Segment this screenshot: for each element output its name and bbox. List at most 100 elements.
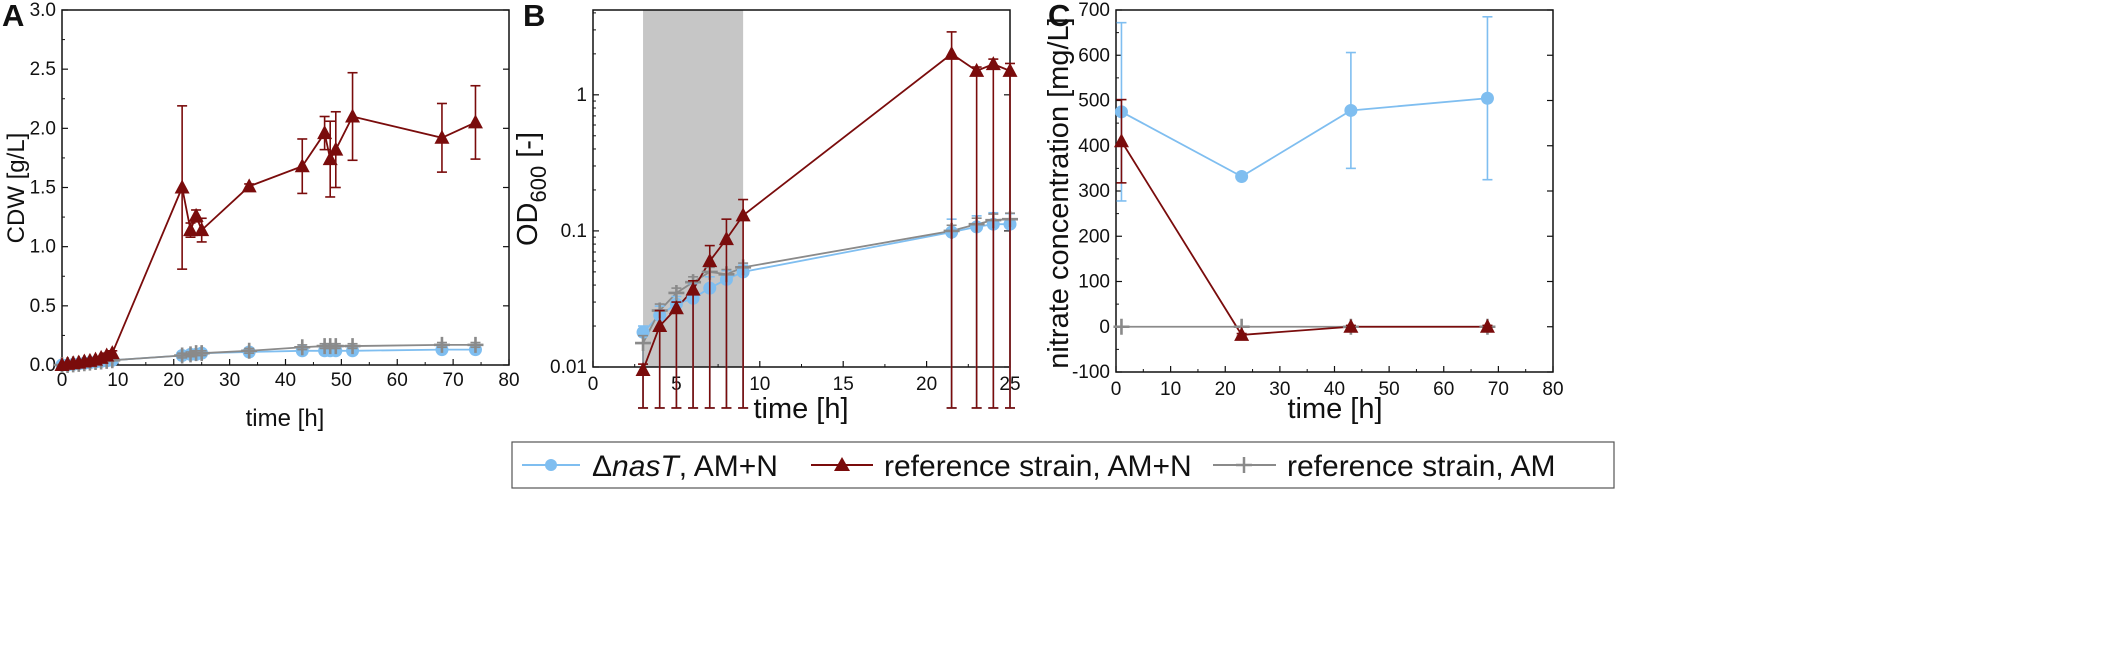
x-tick-label-c: 60 xyxy=(1433,379,1454,400)
data-point-triangle xyxy=(735,207,751,222)
data-point-plus xyxy=(668,284,685,301)
y-tick-label-c: -100 xyxy=(1072,362,1110,383)
panel-b: B 05101520250.010.11 time [h] OD600 [-] xyxy=(512,0,1021,425)
data-point-triangle xyxy=(322,151,338,166)
data-point-triangle xyxy=(294,158,310,173)
data-point-plus xyxy=(241,342,258,359)
y-axis-label-b-sub: 600 xyxy=(526,166,551,203)
data-point-triangle xyxy=(194,222,210,237)
x-tick-label-c: 70 xyxy=(1488,379,1509,400)
data-point-triangle xyxy=(1113,133,1129,148)
panel-label-c: C xyxy=(1048,0,1070,33)
data-point-plus xyxy=(294,339,311,356)
data-point-circle xyxy=(1235,170,1249,184)
data-point-plus xyxy=(327,338,344,355)
data-point-triangle xyxy=(183,222,199,237)
x-tick-label-c: 0 xyxy=(1111,379,1122,400)
data-point-plus xyxy=(635,335,652,352)
y-tick-label-a: 2.0 xyxy=(30,118,56,139)
series-line-dnast xyxy=(1121,97,1488,178)
data-point-triangle xyxy=(652,318,668,333)
y-tick-label-a: 2.5 xyxy=(30,59,56,80)
data-point-triangle xyxy=(174,179,190,194)
data-point-triangle xyxy=(985,56,1001,71)
x-tick-label-a: 0 xyxy=(57,370,68,391)
x-tick-label-b: 20 xyxy=(916,374,937,395)
y-tick-label-c: 500 xyxy=(1078,91,1110,112)
x-tick-label-c: 50 xyxy=(1379,379,1400,400)
y-axis-label-b: OD600 [-] xyxy=(512,132,551,246)
legend-label-ref-am: reference strain, AM xyxy=(1287,450,1555,483)
y-tick-label-c: 0 xyxy=(1099,317,1110,338)
series-line-refn xyxy=(1120,140,1488,336)
y-tick-label-a: 1.0 xyxy=(30,237,56,258)
legend-box xyxy=(511,441,1615,489)
data-point-triangle xyxy=(1234,326,1250,341)
y-tick-label-b: 0.1 xyxy=(561,221,587,242)
data-point-plus xyxy=(467,336,484,353)
panel-label-a: A xyxy=(2,0,24,33)
data-point-triangle xyxy=(1479,318,1495,333)
data-point-triangle xyxy=(104,345,120,360)
y-axis-label-a: CDW [g/L] xyxy=(3,133,30,244)
legend: ΔnasT, AM+N reference strain, AM+N refer… xyxy=(511,441,1615,489)
data-point-plus xyxy=(344,338,361,355)
x-tick-label-c: 40 xyxy=(1324,379,1345,400)
y-tick-label-c: 100 xyxy=(1078,272,1110,293)
panel-label-b: B xyxy=(523,0,545,33)
legend-marker-triangle xyxy=(834,457,850,471)
y-tick-label-a: 0.5 xyxy=(30,296,56,317)
legend-entry-ref-amn: reference strain, AM+N xyxy=(811,450,1192,483)
legend-marker-circle xyxy=(545,459,557,471)
data-point-triangle xyxy=(345,108,361,123)
y-tick-label-c: 600 xyxy=(1078,45,1110,66)
x-tick-label-c: 80 xyxy=(1542,379,1563,400)
y-tick-label-a: 1.5 xyxy=(30,178,56,199)
data-point-triangle xyxy=(1002,62,1018,77)
data-point-triangle xyxy=(635,362,651,377)
data-point-plus xyxy=(433,336,450,353)
data-point-plus xyxy=(1113,318,1130,335)
x-tick-label-c: 20 xyxy=(1215,379,1236,400)
x-axis-label-c: time [h] xyxy=(1287,393,1382,425)
y-tick-label-c: 700 xyxy=(1078,0,1110,21)
legend-entry-dnast: ΔnasT, AM+N xyxy=(522,450,778,483)
data-point-circle xyxy=(1344,103,1358,117)
x-tick-label-a: 70 xyxy=(443,370,464,391)
y-axis-label-c: nitrate concentration [mg/L] xyxy=(1043,17,1075,368)
data-point-circle xyxy=(1480,91,1494,105)
x-tick-label-a: 30 xyxy=(219,370,240,391)
data-point-triangle xyxy=(944,45,960,60)
data-point-plus xyxy=(193,345,210,362)
x-tick-label-b: 10 xyxy=(749,374,770,395)
x-tick-label-b: 15 xyxy=(833,374,854,395)
y-axis-label-b-tail: [-] xyxy=(512,132,544,166)
data-point-triangle xyxy=(702,253,718,268)
legend-label-ref-amn: reference strain, AM+N xyxy=(884,450,1192,483)
y-tick-label-a: 0.0 xyxy=(30,355,56,376)
y-tick-label-c: 400 xyxy=(1078,136,1110,157)
data-point-triangle xyxy=(1343,318,1359,333)
x-axis-label-b: time [h] xyxy=(753,393,848,425)
legend-label-dnast: ΔnasT, AM+N xyxy=(592,450,778,483)
data-point-triangle xyxy=(668,300,684,315)
data-point-triangle xyxy=(328,141,344,156)
y-axis-label-b-main: OD xyxy=(512,203,544,247)
data-point-triangle xyxy=(241,178,257,193)
x-tick-label-c: 10 xyxy=(1160,379,1181,400)
series-line-dnast xyxy=(62,348,476,366)
legend-entry-ref-am: reference strain, AM xyxy=(1213,450,1555,483)
y-tick-label-c: 200 xyxy=(1078,226,1110,247)
series-line-refn xyxy=(61,115,476,366)
x-tick-label-a: 40 xyxy=(275,370,296,391)
x-tick-label-a: 10 xyxy=(107,370,128,391)
panel-a: A 0 10 20 30 40 50 60 70 80 0.0 0.5 1.0 1.5 2.0 2.5 3.0… xyxy=(2,0,520,432)
x-tick-label-a: 20 xyxy=(163,370,184,391)
series-line-refam xyxy=(62,343,476,366)
x-tick-label-a: 80 xyxy=(498,370,519,391)
x-tick-label-a: 50 xyxy=(331,370,352,391)
data-point-triangle xyxy=(467,114,483,129)
y-tick-label-b: 1 xyxy=(576,85,587,106)
data-point-triangle xyxy=(685,281,701,296)
